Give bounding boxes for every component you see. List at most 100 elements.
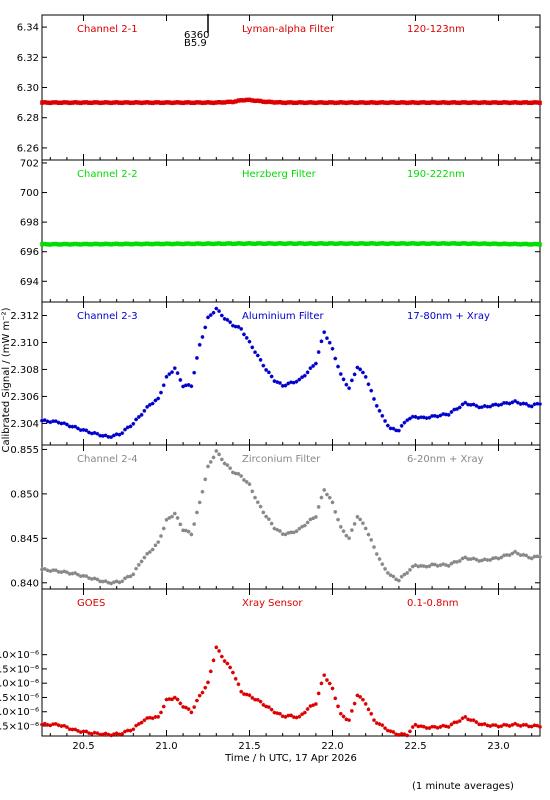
data-point: [81, 427, 86, 432]
data-point: [167, 515, 172, 520]
data-point: [114, 432, 119, 437]
data-point: [256, 98, 260, 103]
data-point: [272, 710, 277, 715]
data-point: [455, 407, 459, 411]
data-point: [308, 517, 313, 522]
panel-1: 6.26 6.28 6.30 6.32 6.34 Channel 2-1 Lyman-alp…: [17, 14, 542, 161]
data-point: [78, 730, 83, 734]
data-point: [150, 547, 155, 552]
data-point: [435, 241, 440, 247]
data-point: [197, 241, 202, 246]
data-point: [112, 580, 116, 585]
data-point: [383, 241, 387, 246]
data-point: [524, 553, 529, 558]
data-point: [112, 732, 116, 737]
data-point: [499, 724, 504, 729]
data-point: [62, 723, 67, 728]
data-point: [87, 430, 91, 435]
data-point: [488, 558, 493, 562]
y-tick-label: 702: [20, 158, 39, 169]
data-point: [480, 405, 484, 410]
data-point: [148, 402, 152, 407]
data-point: [438, 563, 443, 568]
data-point: [410, 414, 415, 419]
y-tick-label: 2.310: [10, 338, 39, 349]
data-point: [446, 724, 451, 729]
data-point: [84, 574, 89, 578]
data-point: [197, 693, 202, 698]
data-point: [76, 100, 80, 105]
x-axis: 20.5 21.0 21.5 22.0 22.5 23.0: [72, 741, 509, 752]
data-point: [261, 702, 266, 707]
data-point: [308, 241, 313, 246]
data-point: [505, 241, 509, 247]
data-point: [419, 100, 423, 105]
data-point: [349, 378, 354, 383]
data-point: [482, 722, 487, 726]
data-point: [432, 562, 437, 567]
data-point: [482, 100, 487, 105]
data-point: [136, 415, 141, 419]
data-point: [402, 572, 407, 577]
data-point: [67, 242, 72, 247]
data-point: [347, 536, 351, 541]
data-point: [220, 100, 224, 105]
data-point: [247, 241, 252, 246]
data-point: [372, 718, 376, 723]
data-point: [200, 241, 205, 247]
data-point: [477, 100, 481, 106]
panel-band-label: 17-80nm + Xray: [407, 311, 490, 322]
data-point: [449, 100, 454, 105]
data-point: [258, 699, 263, 704]
data-point: [214, 306, 219, 311]
data-point: [45, 419, 50, 424]
data-point: [62, 241, 66, 247]
data-point: [349, 528, 354, 533]
data-point: [186, 383, 191, 387]
data-point: [120, 431, 125, 436]
data-point: [131, 572, 136, 577]
data-point: [211, 658, 216, 663]
data-point: [527, 403, 531, 408]
data-point: [247, 693, 252, 698]
data-point: [466, 100, 470, 106]
data-point: [283, 241, 288, 247]
data-point: [430, 724, 434, 729]
data-point: [161, 704, 166, 709]
data-point: [156, 714, 161, 719]
data-point: [159, 100, 163, 106]
data-point: [369, 100, 374, 105]
data-point: [510, 722, 515, 727]
data-point: [200, 690, 205, 695]
data-point: [314, 100, 318, 106]
data-point: [186, 241, 191, 246]
data-point: [446, 412, 451, 417]
data-point: [502, 241, 506, 246]
data-point: [112, 241, 116, 247]
x-tick-label: 21.5: [238, 741, 260, 752]
data-point: [258, 98, 263, 104]
data-point: [161, 383, 166, 388]
data-point: [231, 470, 235, 475]
y-tick-label: 0.845: [10, 534, 39, 545]
data-point: [250, 241, 255, 246]
data-point: [524, 100, 528, 105]
data-point: [156, 241, 160, 246]
data-point: [422, 241, 426, 246]
data-point: [399, 423, 404, 428]
panel-2: 694 696 698 700 702 Channel 2-2 Herzberg Filte…: [20, 158, 542, 303]
data-point: [261, 99, 266, 104]
data-point: [189, 532, 194, 537]
data-point: [98, 100, 102, 106]
data-point: [297, 714, 302, 719]
data-point: [117, 241, 122, 247]
panel-frame: [41, 14, 541, 161]
data-series: [40, 449, 542, 586]
data-point: [491, 241, 495, 246]
data-point: [123, 729, 127, 734]
data-point: [311, 241, 315, 246]
data-point: [156, 100, 160, 105]
data-point: [123, 576, 127, 581]
data-point: [405, 241, 409, 247]
data-point: [255, 353, 260, 358]
